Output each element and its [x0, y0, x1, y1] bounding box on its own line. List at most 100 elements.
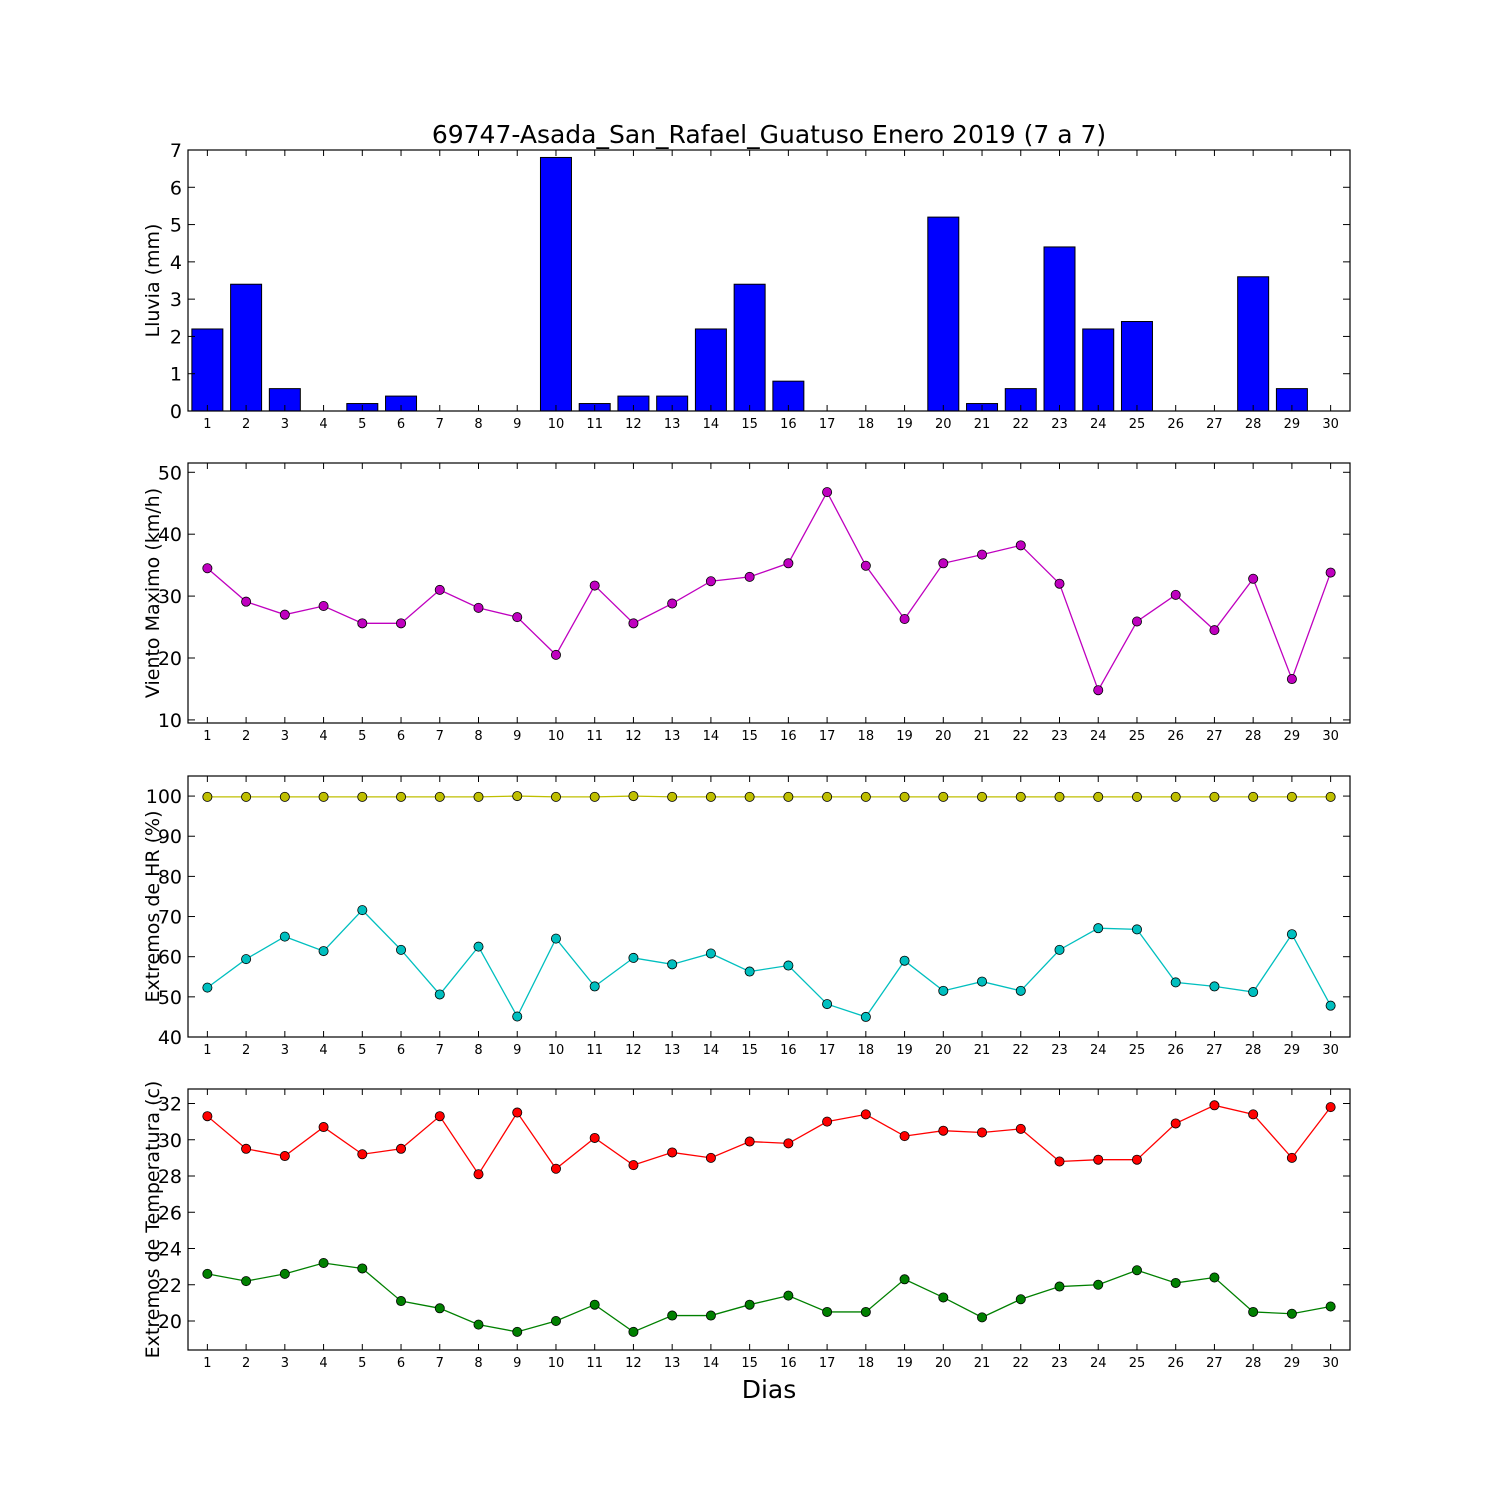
x-tick-label: 17	[819, 417, 836, 432]
series-1-point-day-4	[318, 1122, 329, 1133]
y-tick-label: 4	[170, 252, 182, 274]
series-1-point-day-17	[822, 487, 833, 498]
y-tick-label: 100	[146, 786, 182, 808]
x-tick-label: 16	[780, 417, 797, 432]
x-tick-label: 27	[1206, 729, 1223, 744]
series-1-point-day-2	[241, 791, 252, 802]
series-1-point-day-14	[705, 791, 716, 802]
x-tick-label: 24	[1090, 1043, 1107, 1058]
series-1-point-day-21	[977, 549, 988, 560]
series-1-point-day-16	[783, 791, 794, 802]
x-tick-label: 1	[203, 729, 211, 744]
series-1-point-day-20	[938, 1125, 949, 1136]
y-tick-label: 60	[158, 947, 182, 969]
series-2-point-day-15	[744, 1299, 755, 1310]
series-1-point-day-12	[628, 1160, 639, 1171]
x-tick-label: 10	[548, 729, 565, 744]
series-1-point-day-18	[860, 560, 871, 571]
x-tick-label: 14	[703, 729, 720, 744]
series-2-point-day-14	[705, 948, 716, 959]
x-tick-label: 8	[474, 1043, 482, 1058]
y-axis-label: Extremos de Temperatura (c)	[142, 1081, 164, 1359]
series-1-line	[206, 490, 1332, 692]
y-tick-label: 90	[158, 826, 182, 848]
x-tick-label: 2	[242, 417, 250, 432]
x-tick-label: 7	[436, 1356, 444, 1371]
x-tick-label: 4	[319, 1356, 327, 1371]
series-2-point-day-3	[279, 1268, 290, 1279]
x-tick-label: 5	[358, 1356, 366, 1371]
x-tick-label: 13	[664, 1043, 681, 1058]
series-1-point-day-16	[783, 558, 794, 569]
x-tick-label: 29	[1284, 729, 1301, 744]
series-2-point-day-1	[202, 982, 213, 993]
series-2-point-day-6	[396, 1296, 407, 1307]
x-tick-label: 12	[625, 1043, 642, 1058]
series-1-point-day-28	[1248, 1109, 1259, 1120]
series-1-point-day-23	[1054, 791, 1065, 802]
series-1-point-day-22	[1015, 1123, 1026, 1134]
x-tick-label: 3	[281, 729, 289, 744]
x-tick-label: 24	[1090, 729, 1107, 744]
x-tick-label: 19	[896, 1043, 913, 1058]
series-2-line	[207, 1262, 1331, 1333]
y-tick-label: 5	[170, 215, 182, 237]
series-1-point-day-19	[899, 614, 910, 625]
x-tick-label: 11	[586, 1356, 603, 1371]
x-tick-label: 21	[974, 1043, 991, 1058]
series-1-point-day-3	[279, 609, 290, 620]
series-1-point-day-11	[589, 1132, 600, 1143]
series-1-point-day-17	[822, 791, 833, 802]
series-2-point-day-25	[1131, 924, 1142, 935]
x-tick-label: 11	[586, 417, 603, 432]
rain-bar-day-24	[1082, 328, 1115, 412]
y-tick-label: 7	[170, 140, 182, 162]
series-2-point-day-19	[899, 955, 910, 966]
panels: 1 2 3 4 5 6 7 8 9 10 11 12 13 14 15 16 17 18 19 20 21 22 23 24 2…	[142, 140, 1351, 1371]
rain-bar-day-10	[539, 156, 572, 412]
x-tick-label: 17	[819, 1356, 836, 1371]
x-tick-label: 8	[474, 1356, 482, 1371]
x-axis-label: Dias	[742, 1375, 797, 1404]
x-tick-label: 12	[625, 1356, 642, 1371]
series-1-point-day-22	[1015, 791, 1026, 802]
x-tick-label: 23	[1051, 729, 1068, 744]
series-1-point-day-15	[744, 1136, 755, 1147]
x-tick-label: 30	[1322, 729, 1339, 744]
x-tick-label: 11	[586, 729, 603, 744]
y-tick-label: 24	[158, 1239, 182, 1261]
y-tick-label: 3	[170, 289, 182, 311]
x-tick-label: 10	[548, 1043, 565, 1058]
x-tick-label: 14	[703, 417, 720, 432]
axes-frame	[187, 149, 1351, 412]
x-tick-label: 25	[1129, 1356, 1146, 1371]
x-tick-label: 4	[319, 1043, 327, 1058]
x-tick-label: 17	[819, 1043, 836, 1058]
series-1-point-day-11	[589, 791, 600, 802]
x-tick-label: 15	[741, 729, 758, 744]
series-2-point-day-19	[899, 1274, 910, 1285]
x-tick-label: 18	[858, 729, 875, 744]
y-tick-label: 6	[170, 177, 182, 199]
series-1-point-day-22	[1015, 540, 1026, 551]
x-tick-label: 23	[1051, 1043, 1068, 1058]
series-2-point-day-5	[357, 1263, 368, 1274]
series-2-point-day-12	[628, 952, 639, 963]
x-tick-label: 13	[664, 417, 681, 432]
x-tick-label: 14	[703, 1356, 720, 1371]
series-1-point-day-9	[512, 791, 523, 802]
series-1-point-day-5	[357, 791, 368, 802]
series-2-point-day-30	[1325, 1000, 1336, 1011]
series-1-point-day-30	[1325, 791, 1336, 802]
series-2-point-day-26	[1170, 1277, 1181, 1288]
y-tick-label: 80	[158, 866, 182, 888]
x-tick-label: 2	[242, 729, 250, 744]
x-tick-label: 25	[1129, 729, 1146, 744]
x-tick-label: 26	[1167, 417, 1184, 432]
x-tick-label: 9	[513, 1356, 521, 1371]
series-2-point-day-29	[1286, 1308, 1297, 1319]
series-2-point-day-22	[1015, 985, 1026, 996]
y-tick-label: 40	[158, 1027, 182, 1049]
x-tick-label: 20	[935, 729, 952, 744]
